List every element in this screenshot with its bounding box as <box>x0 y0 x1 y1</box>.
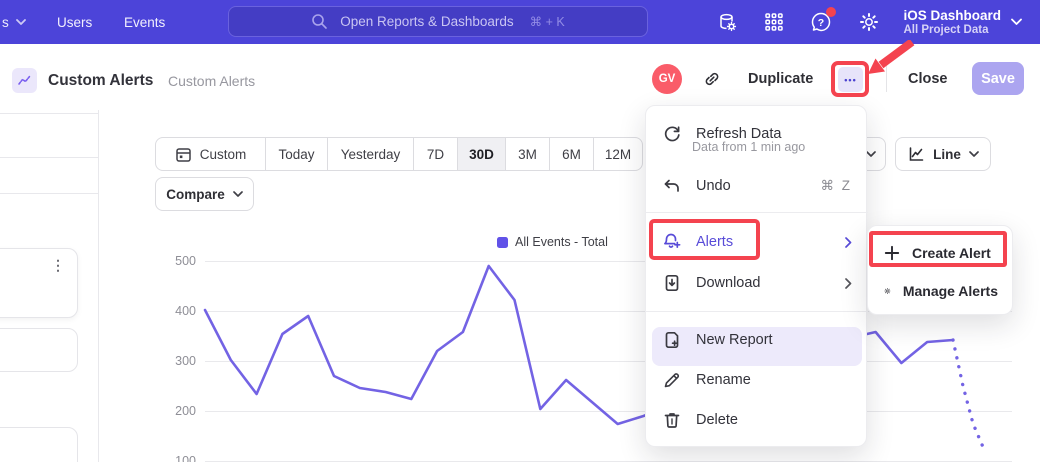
range-6m[interactable]: 6M <box>550 138 594 170</box>
search-icon <box>311 13 328 30</box>
search-placeholder: Open Reports & Dashboards <box>340 14 513 29</box>
duplicate-button[interactable]: Duplicate <box>748 71 813 87</box>
chart-line-incomplete-dotted <box>953 340 983 447</box>
chart-legend[interactable]: All Events - Total <box>497 235 608 249</box>
range-yesterday[interactable]: Yesterday <box>328 138 414 170</box>
y-axis-label: 500 <box>150 254 196 268</box>
undo-icon <box>662 176 682 196</box>
range-3m[interactable]: 3M <box>506 138 550 170</box>
chevron-down-icon <box>16 19 26 26</box>
nav-partial-label: s <box>2 15 9 30</box>
header-divider <box>886 66 887 92</box>
menu-item-download[interactable]: Download <box>646 263 868 303</box>
submenu-item-manage-alerts[interactable]: Manage Alerts <box>868 273 1014 309</box>
breadcrumb[interactable]: Custom Alerts <box>168 73 255 89</box>
share-link-icon[interactable] <box>702 69 722 89</box>
line-chart-icon <box>907 145 925 163</box>
data-management-icon[interactable] <box>716 11 738 33</box>
menu-item-undo[interactable]: Undo ⌘ Z <box>646 166 868 206</box>
page-title: Custom Alerts <box>48 72 153 90</box>
y-axis-label: 300 <box>150 354 196 368</box>
alert-bell-plus-icon <box>662 232 682 252</box>
range-7d[interactable]: 7D <box>414 138 458 170</box>
report-type-chip <box>12 68 37 93</box>
svg-text:?: ? <box>818 17 824 29</box>
pencil-icon <box>662 370 682 390</box>
range-30d-active[interactable]: 30D <box>458 138 506 170</box>
menu-divider <box>646 212 868 213</box>
date-range-control: Custom Today Yesterday 7D 30D 3M 6M 12M <box>155 137 643 171</box>
sidebar-divider <box>98 110 99 462</box>
menu-item-rename[interactable]: Rename <box>646 360 868 400</box>
gridline <box>205 361 1012 362</box>
refresh-data-sublabel: Data from 1 min ago <box>692 140 805 154</box>
sidebar-card[interactable] <box>0 427 78 462</box>
y-axis-label: 200 <box>150 404 196 418</box>
gridline <box>205 411 1012 412</box>
project-scope: All Project Data <box>903 24 1001 36</box>
save-button[interactable]: Save <box>972 62 1024 95</box>
plus-icon <box>884 245 900 261</box>
chevron-down-icon <box>969 151 979 158</box>
sidebar-card[interactable] <box>0 248 78 318</box>
chart-type-dropdown[interactable]: Line <box>895 137 991 171</box>
sidebar-row-divider <box>0 113 98 114</box>
sidebar-row-divider <box>0 157 98 158</box>
chevron-down-icon <box>1011 18 1022 26</box>
chevron-right-icon <box>845 237 852 248</box>
undo-shortcut: ⌘ Z <box>821 178 853 194</box>
menu-item-alerts[interactable]: Alerts <box>646 222 868 262</box>
new-report-icon <box>662 330 682 350</box>
nav-item-events[interactable]: Events <box>124 0 165 44</box>
search-shortcut: ⌘ + K <box>530 14 565 29</box>
calendar-icon <box>175 146 192 163</box>
sidebar-row-divider <box>0 193 98 194</box>
legend-swatch <box>497 237 508 248</box>
global-search-input[interactable]: Open Reports & Dashboards ⌘ + K <box>228 6 648 37</box>
apps-grid-icon[interactable] <box>763 11 785 33</box>
context-menu: Refresh Data Data from 1 min ago Undo ⌘ … <box>645 105 867 447</box>
alerts-submenu: Create Alert Manage Alerts <box>867 225 1013 315</box>
chevron-right-icon <box>845 278 852 289</box>
more-options-button[interactable]: ••• <box>838 67 863 92</box>
notification-dot <box>826 7 836 17</box>
menu-divider <box>646 311 868 312</box>
y-axis-label: 400 <box>150 304 196 318</box>
nav-item-partial[interactable]: s <box>2 0 26 44</box>
gear-icon <box>884 282 891 300</box>
range-12m[interactable]: 12M <box>594 138 642 170</box>
project-name: iOS Dashboard <box>903 8 1001 25</box>
download-icon <box>662 273 682 293</box>
submenu-item-create-alert[interactable]: Create Alert <box>868 235 1014 271</box>
chevron-down-icon <box>233 191 243 198</box>
nav-item-users[interactable]: Users <box>57 0 92 44</box>
trash-icon <box>662 410 682 430</box>
line-chart-icon <box>17 73 32 88</box>
top-navbar: s Users Events Open Reports & Dashboards… <box>0 0 1040 44</box>
avatar[interactable]: GV <box>652 64 682 94</box>
y-axis-label: 100 <box>150 454 196 462</box>
compare-dropdown[interactable]: Compare <box>155 177 254 211</box>
menu-item-new-report[interactable]: New Report <box>646 320 868 360</box>
settings-gear-icon[interactable] <box>858 11 880 33</box>
app-window: s Users Events Open Reports & Dashboards… <box>0 0 1040 462</box>
legend-label: All Events - Total <box>515 235 608 249</box>
range-custom[interactable]: Custom <box>156 138 266 170</box>
project-selector[interactable]: iOS Dashboard All Project Data <box>903 0 1022 44</box>
menu-item-delete[interactable]: Delete <box>646 400 868 440</box>
close-button[interactable]: Close <box>908 71 948 87</box>
sidebar-card[interactable] <box>0 328 78 372</box>
range-today[interactable]: Today <box>266 138 328 170</box>
refresh-icon <box>662 124 682 144</box>
card-kebab-menu[interactable]: ⋮ <box>50 256 66 278</box>
